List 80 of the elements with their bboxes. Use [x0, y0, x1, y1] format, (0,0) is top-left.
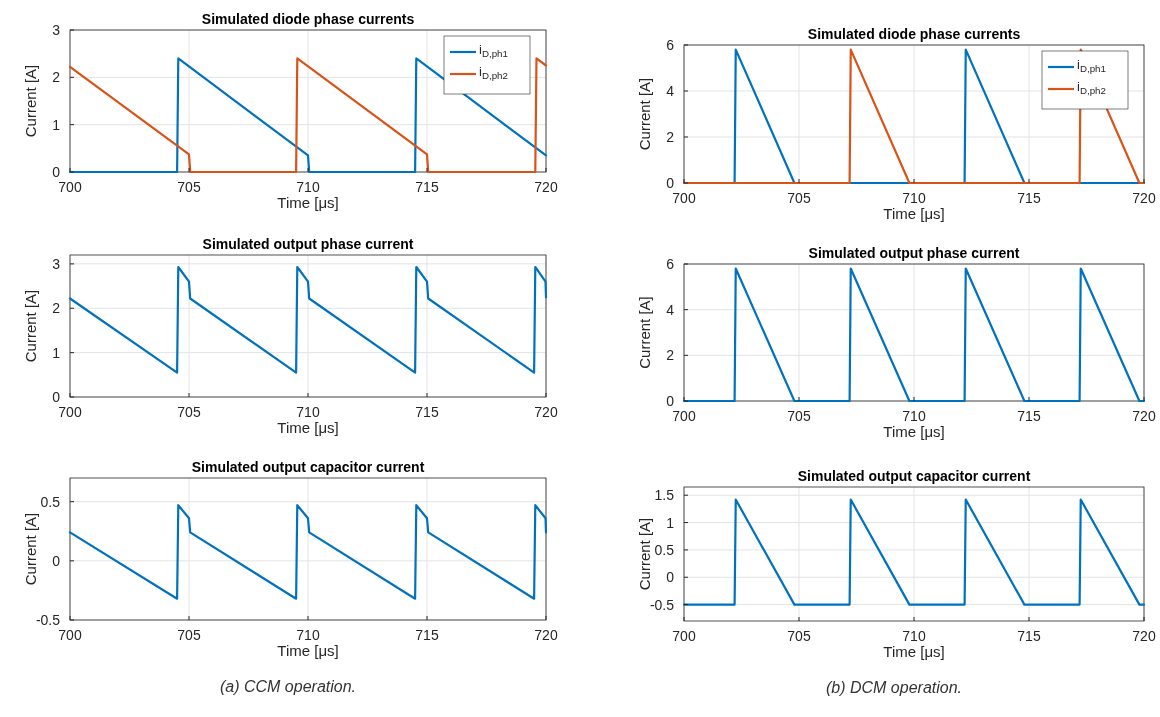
chart-title: Simulated diode phase currents: [201, 11, 415, 27]
x-tick-label: 710: [902, 190, 926, 206]
chart-title: Simulated output phase current: [202, 236, 414, 252]
y-tick-label: 0: [52, 389, 61, 405]
x-tick-label: 710: [296, 179, 320, 195]
y-axis-title: Current [A]: [636, 517, 653, 591]
x-tick-label: 715: [415, 627, 439, 643]
x-axis-title: Time [μs]: [277, 419, 339, 436]
x-tick-label: 715: [1017, 628, 1041, 644]
y-tick-label: 1.5: [654, 487, 675, 504]
x-tick-label: 710: [296, 404, 320, 420]
x-tick-label: 705: [177, 627, 201, 643]
chart-title: Simulated output capacitor current: [797, 468, 1031, 484]
text: (a) CCM operation.: [219, 678, 357, 695]
y-tick-label: 0.5: [654, 541, 675, 558]
x-axis-title: Time [μs]: [883, 205, 945, 222]
y-axis-title: Current [A]: [636, 296, 653, 369]
legend-label: i$_{D,ph1}$: [479, 42, 508, 59]
x-tick-label: 715: [415, 404, 439, 420]
x-tick-label: 700: [672, 628, 696, 644]
y-tick-label: 6: [666, 256, 675, 272]
x-axis-title: Time [μs]: [277, 194, 339, 211]
x-tick-label: 710: [902, 408, 926, 424]
y-tick-label: 2: [666, 129, 675, 145]
x-axis-title: Time [μs]: [277, 642, 339, 659]
x-tick-label: 715: [415, 179, 439, 195]
x-tick-label: 710: [296, 627, 320, 643]
x-tick-label: 720: [1132, 408, 1156, 424]
x-axis-title: Time [μs]: [883, 643, 945, 660]
x-tick-label: 720: [534, 404, 558, 420]
y-tick-label: 0: [666, 175, 675, 191]
y-tick-label: 4: [666, 301, 675, 318]
line-series: [68, 504, 548, 600]
y-tick-label: 2: [52, 69, 61, 86]
y-tick-label: 3: [52, 22, 61, 38]
y-tick-label: 1: [52, 344, 61, 361]
y-tick-label: -0.5: [35, 612, 61, 628]
x-tick-label: 705: [787, 408, 811, 424]
x-tick-label: 705: [177, 179, 201, 195]
y-tick-label: 4: [666, 83, 675, 99]
y-tick-label: 1: [52, 116, 61, 133]
x-tick-label: 720: [1132, 628, 1156, 644]
y-axis-title: Current [A]: [22, 512, 39, 586]
y-tick-label: 3: [52, 255, 61, 272]
y-axis-title: Current [A]: [636, 77, 653, 151]
y-tick-label: -0.5: [649, 596, 675, 613]
x-tick-label: 700: [672, 190, 696, 206]
x-tick-label: 720: [534, 627, 558, 643]
y-tick-label: 0: [52, 164, 61, 180]
x-tick-label: 715: [1017, 190, 1041, 206]
x-tick-label: 710: [902, 628, 926, 644]
legend-label: i$_{D,ph2}$: [479, 64, 508, 81]
chart-title: Simulated diode phase currents: [807, 26, 1021, 42]
legend-label: i$_{D,ph1}$: [1077, 57, 1106, 74]
y-axis-title: Current [A]: [22, 64, 39, 138]
x-axis-title: Time [μs]: [883, 423, 945, 440]
y-tick-label: 1: [666, 514, 675, 531]
y-tick-label: 0: [666, 393, 675, 409]
x-tick-label: 720: [1132, 190, 1156, 206]
x-tick-label: 700: [672, 408, 696, 424]
y-tick-label: 0: [666, 569, 675, 586]
y-tick-label: 2: [52, 300, 61, 317]
y-tick-label: 0.5: [40, 493, 61, 510]
x-tick-label: 705: [787, 190, 811, 206]
y-tick-label: 0: [52, 552, 61, 569]
chart-title: Simulated output capacitor current: [191, 459, 425, 475]
legend-label: i$_{D,ph2}$: [1077, 79, 1106, 96]
y-tick-label: 6: [666, 37, 675, 53]
y-axis-title: Current [A]: [22, 289, 39, 363]
x-tick-label: 705: [787, 628, 811, 644]
text: (b) DCM operation.: [825, 679, 963, 696]
x-tick-label: 705: [177, 404, 201, 420]
chart-title: Simulated output phase current: [808, 245, 1020, 261]
x-tick-label: 700: [58, 404, 82, 420]
x-tick-label: 700: [58, 179, 82, 195]
y-tick-label: 2: [666, 347, 675, 364]
x-tick-label: 700: [58, 627, 82, 643]
line-series: [68, 265, 548, 374]
x-tick-label: 720: [534, 179, 558, 195]
x-tick-label: 715: [1017, 408, 1041, 424]
